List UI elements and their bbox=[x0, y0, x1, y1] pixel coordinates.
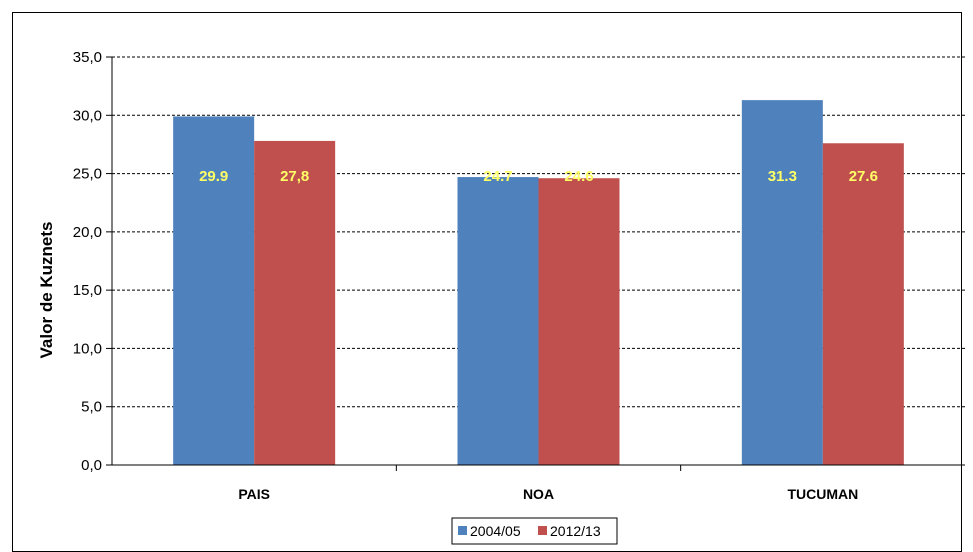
data-label: 24.6 bbox=[564, 168, 593, 185]
bars bbox=[173, 100, 904, 466]
legend-label: 2004/05 bbox=[470, 523, 521, 539]
x-category-label: NOA bbox=[523, 486, 554, 502]
y-tick-label: 30,0 bbox=[73, 107, 102, 124]
y-axis-title: Valor de Kuznets bbox=[37, 222, 56, 359]
legend-swatch bbox=[538, 526, 547, 535]
legend-swatch bbox=[458, 526, 467, 535]
bar-2004-05-noa bbox=[457, 177, 539, 465]
legend-label: 2012/13 bbox=[550, 523, 601, 539]
bar-2012-13-noa bbox=[538, 178, 620, 465]
bar-2012-13-tucuman bbox=[822, 143, 904, 465]
data-labels: 29.9 27,8 24.7 24.6 31.3 27.6 bbox=[199, 168, 878, 185]
y-tick-label: 10,0 bbox=[73, 340, 102, 357]
bar-2004-05-tucuman bbox=[741, 100, 823, 465]
y-tick-label: 5,0 bbox=[81, 399, 102, 416]
data-label: 27,8 bbox=[280, 168, 309, 185]
y-tick-label: 15,0 bbox=[73, 282, 102, 299]
legend-box bbox=[451, 517, 618, 545]
y-tick-label: 35,0 bbox=[73, 49, 102, 66]
bar-2012-13-pais bbox=[254, 140, 336, 465]
y-tick-label: 20,0 bbox=[73, 224, 102, 241]
x-category-label: TUCUMAN bbox=[787, 486, 858, 502]
data-label: 24.7 bbox=[483, 168, 512, 185]
x-category-label: PAIS bbox=[238, 486, 270, 502]
data-label: 27.6 bbox=[849, 168, 878, 185]
axes: 0,0 5,0 10,0 15,0 20,0 25,0 30,0 35,0 PAIS NOA TUC… bbox=[73, 49, 965, 502]
y-tick-label: 0,0 bbox=[81, 457, 102, 474]
legend: 2004/05 2012/13 bbox=[451, 517, 618, 545]
y-tick-label: 25,0 bbox=[73, 166, 102, 183]
bar-2004-05-pais bbox=[173, 116, 255, 466]
data-label: 31.3 bbox=[768, 168, 797, 185]
data-label: 29.9 bbox=[199, 168, 228, 185]
